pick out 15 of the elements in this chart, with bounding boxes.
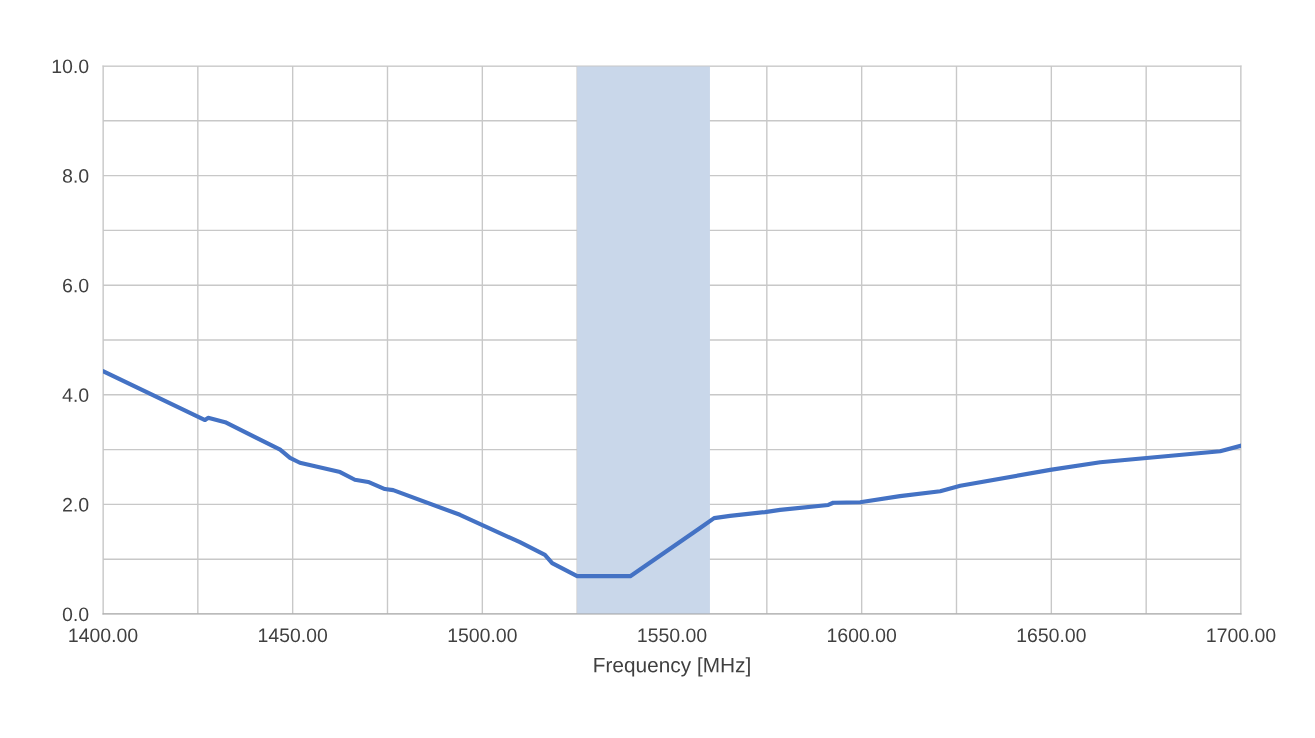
y-tick-label: 0.0 [62,607,89,622]
x-tick-label: 1450.00 [259,628,328,643]
x-tick-label: 1500.00 [448,628,517,643]
x-tick-label: 1650.00 [1017,628,1086,643]
x-tick-label: 1400.00 [69,628,138,643]
line-series [103,369,1241,579]
x-tick-label: 1600.00 [828,628,897,643]
x-axis-title: Frequency [MHz] [594,657,750,677]
y-tick-label: 2.0 [63,497,89,512]
x-tick-label: 1700.00 [1207,628,1276,643]
y-tick-label: 8.0 [62,169,89,183]
y-tick-label: 10.0 [52,59,89,74]
y-tick-label: 6.0 [63,278,89,293]
y-tick-label: 4.0 [62,388,89,403]
x-tick-label: 1550.00 [638,628,707,643]
